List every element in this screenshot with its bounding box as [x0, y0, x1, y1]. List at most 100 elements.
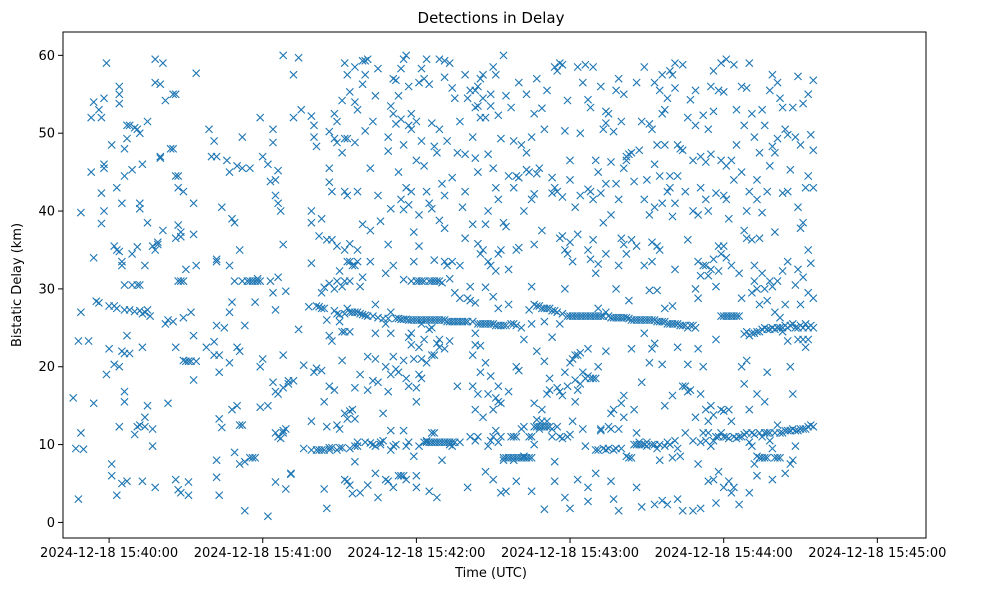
data-point — [117, 479, 126, 488]
data-point — [412, 117, 421, 126]
data-point — [709, 411, 718, 419]
data-point — [642, 442, 651, 451]
data-point — [427, 428, 436, 437]
data-point — [750, 261, 759, 270]
data-point — [704, 477, 713, 486]
data-point — [614, 195, 623, 204]
data-point — [486, 319, 495, 328]
data-point — [665, 183, 674, 192]
data-point — [269, 125, 277, 134]
data-point — [307, 259, 316, 268]
data-point — [248, 453, 257, 462]
data-point — [468, 351, 477, 360]
data-point — [804, 90, 813, 99]
data-point — [632, 428, 641, 437]
data-point — [279, 428, 288, 437]
data-point — [448, 438, 457, 447]
data-point — [258, 152, 267, 161]
data-point — [691, 86, 700, 95]
data-point — [169, 317, 178, 326]
data-point — [532, 302, 541, 310]
y-axis: 0 10 20 30 40 50 60 — [38, 49, 63, 531]
x-tick-label: 2024-12-18 15:42:00 — [347, 546, 485, 561]
data-point — [566, 504, 574, 513]
data-point — [489, 292, 498, 301]
data-point — [665, 440, 674, 449]
data-point — [422, 55, 431, 64]
data-point — [773, 277, 782, 286]
data-point — [171, 234, 180, 243]
data-point — [407, 340, 416, 349]
data-point — [701, 261, 710, 270]
data-point — [384, 387, 393, 396]
data-point — [258, 355, 267, 363]
data-point — [809, 323, 818, 332]
data-point — [527, 487, 536, 496]
data-point — [89, 98, 98, 107]
data-point — [435, 216, 444, 225]
data-point — [760, 284, 769, 293]
data-point — [445, 274, 454, 283]
data-point — [435, 343, 444, 352]
data-point — [753, 284, 761, 293]
data-point — [415, 210, 423, 219]
data-point — [496, 432, 505, 441]
data-point — [732, 105, 741, 114]
data-point — [153, 240, 162, 249]
data-point — [653, 242, 662, 251]
data-point — [112, 491, 121, 500]
data-point — [555, 319, 564, 328]
data-point — [148, 442, 157, 451]
data-point — [622, 452, 631, 461]
data-point — [74, 495, 83, 504]
data-point — [776, 94, 784, 103]
data-point — [368, 440, 377, 449]
data-point — [353, 438, 362, 447]
data-point — [727, 261, 736, 270]
data-point — [637, 117, 646, 126]
data-point — [601, 249, 610, 258]
data-point — [479, 413, 487, 422]
data-point — [399, 356, 408, 365]
data-point — [112, 304, 121, 313]
data-point — [233, 343, 242, 352]
data-point — [630, 177, 639, 186]
data-point — [660, 442, 669, 451]
data-point — [417, 355, 426, 363]
data-point — [609, 495, 618, 504]
data-point — [471, 298, 480, 307]
data-point — [156, 154, 165, 163]
data-point — [263, 512, 272, 521]
data-point — [412, 483, 421, 492]
data-point — [376, 440, 385, 449]
data-point — [619, 90, 628, 99]
data-point — [115, 422, 124, 431]
data-point — [143, 401, 152, 410]
data-point — [325, 164, 334, 173]
data-point — [589, 63, 598, 71]
data-point — [660, 304, 669, 313]
data-point — [366, 257, 375, 266]
data-point — [765, 277, 774, 286]
data-point — [312, 364, 321, 373]
data-point — [350, 138, 359, 147]
data-point — [256, 403, 265, 412]
data-point — [345, 481, 354, 490]
data-point — [717, 59, 726, 68]
data-point — [350, 98, 359, 107]
data-point — [115, 362, 124, 371]
data-point — [269, 378, 277, 387]
data-point — [440, 191, 449, 200]
data-point — [348, 489, 357, 498]
data-point — [648, 238, 656, 247]
data-point — [468, 317, 477, 326]
data-point — [192, 357, 201, 366]
data-point — [435, 125, 444, 134]
data-point — [161, 96, 170, 105]
data-point — [420, 161, 429, 170]
data-point — [417, 319, 426, 328]
data-point — [481, 358, 490, 367]
data-point — [701, 195, 710, 204]
data-point — [266, 277, 275, 286]
data-point — [443, 261, 452, 270]
